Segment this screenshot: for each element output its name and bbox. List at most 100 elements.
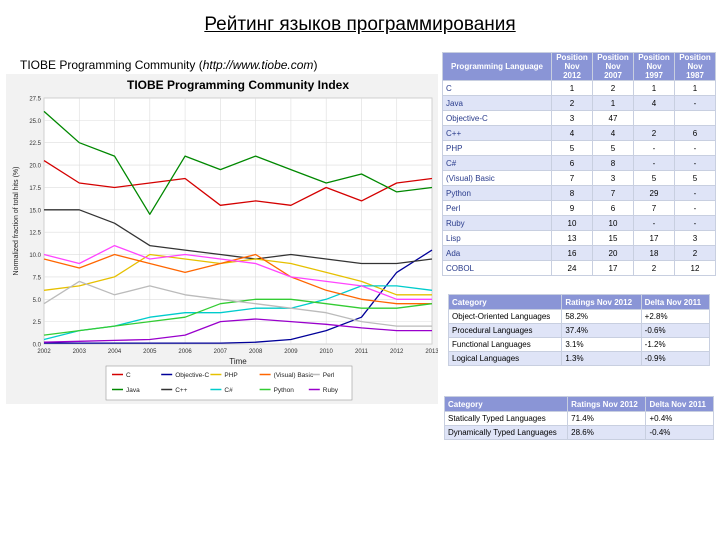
x-tick-label: 2007: [214, 349, 228, 355]
y-tick-label: 7.5: [33, 275, 42, 281]
rank-table: Programming Language Position Nov 2012 Pos…: [442, 52, 716, 276]
rank-table-cell: C++: [442, 125, 552, 141]
rank-table-cell: -: [674, 95, 716, 111]
typing-table-header-cell: Delta Nov 2011: [645, 396, 714, 412]
rank-table-cell: 5: [633, 170, 675, 186]
y-tick-label: 22.5: [29, 141, 41, 147]
category-table-row: Procedural Languages 37.4% -0.6%: [447, 323, 711, 338]
category-table-cell: 1.3%: [561, 351, 642, 366]
category-table-header-cell: Ratings Nov 2012: [561, 294, 642, 310]
rank-table-cell: 2: [633, 260, 675, 276]
legend-label: Objective-C: [175, 372, 209, 379]
typing-table-header-cell: Category: [443, 396, 569, 412]
rank-table-cell: 1: [551, 80, 593, 96]
rank-table-row: Ruby 10 10- -: [442, 215, 716, 231]
rank-table-cell: 17: [592, 260, 634, 276]
rank-table-header-cell: Position Nov 1997: [633, 52, 675, 81]
tiobe-line-chart: TIOBE Programming Community Index 0.0 2.5 5…: [6, 74, 438, 404]
x-tick-label: 2011: [355, 349, 369, 355]
category-table-cell: 58.2%: [561, 309, 642, 324]
category-table-cell: -0.6%: [640, 323, 711, 338]
rank-table-row: Ada 16 20 18 2: [442, 245, 716, 261]
rank-table-cell: 5: [592, 140, 634, 156]
rank-table-cell: 5: [674, 170, 716, 186]
category-table-row: Logical Languages 1.3% -0.9%: [447, 351, 711, 366]
typing-table-cell: +0.4%: [645, 411, 714, 426]
legend-box: [105, 365, 353, 401]
rank-table-cell: Perl: [442, 200, 552, 216]
category-table-header: Category Ratings Nov 2012 Delta Nov 2011: [447, 294, 711, 310]
rank-table-cell: Python: [442, 185, 552, 201]
rank-table-cell: -: [633, 140, 675, 156]
rank-table-cell: 29: [633, 185, 675, 201]
rank-table-row: Objective-C 3 47: [442, 110, 716, 126]
y-tick-label: 0.0: [33, 343, 42, 349]
y-tick-label: 27.5: [29, 97, 41, 103]
typing-table-cell: Dynamically Typed Languages: [443, 425, 569, 440]
rank-table-cell: Java: [442, 95, 552, 111]
subtitle-text: TIOBE Programming Community (: [20, 58, 203, 72]
rank-table-cell: 47: [592, 110, 634, 126]
rank-table-cell: 24: [551, 260, 593, 276]
y-axis-label: Normalized fraction of total hits (%): [13, 167, 20, 276]
rank-table-cell: 2: [551, 95, 593, 111]
category-table-header-cell: Delta Nov 2011: [640, 294, 711, 310]
category-table: Category Ratings Nov 2012 Delta Nov 2011 O…: [447, 294, 711, 366]
x-tick-label: 2013: [425, 349, 438, 355]
plot-area: [43, 97, 433, 345]
chart-title: TIOBE Programming Community Index: [127, 78, 349, 92]
rank-table-cell: 7: [551, 170, 593, 186]
rank-table-cell: 6: [592, 200, 634, 216]
series-line-c: [44, 209, 433, 265]
category-table-cell: Functional Languages: [447, 337, 563, 352]
rank-table-cell: 13: [551, 230, 593, 246]
category-table-cell: -1.2%: [640, 337, 711, 352]
rank-table-cell: Ruby: [442, 215, 552, 231]
typing-table-body: Statically Typed Languages 71.4% +0.4% Dyna…: [443, 411, 714, 440]
typing-table-cell: Statically Typed Languages: [443, 411, 569, 426]
series-line-visual-basic: [43, 253, 432, 305]
legend-label: C++: [175, 387, 187, 394]
typing-table-header: Category Ratings Nov 2012 Delta Nov 2011: [443, 396, 714, 412]
rank-table-header-cell: Programming Language: [442, 52, 552, 81]
x-axis-label: Time: [229, 357, 247, 366]
typing-table-row: Dynamically Typed Languages 28.6% -0.4%: [443, 425, 714, 440]
rank-table-header: Programming Language Position Nov 2012 Pos…: [442, 52, 716, 81]
rank-table-cell: Ada: [442, 245, 552, 261]
rank-table-cell: 3: [592, 170, 634, 186]
series-line-ruby: [43, 318, 432, 343]
rank-table-cell: 20: [592, 245, 634, 261]
rank-table-cell: (Visual) Basic: [442, 170, 552, 186]
rank-table-cell: 16: [551, 245, 593, 261]
y-tick-label: 12.5: [29, 231, 41, 237]
x-tick-label: 2005: [143, 349, 157, 355]
category-table-row: Functional Languages 3.1% -1.2%: [447, 337, 711, 352]
rank-table-row: COBOL 24 17 2 12: [442, 260, 716, 276]
rank-table-cell: 17: [633, 230, 675, 246]
category-table-cell: Object-Oriented Languages: [447, 309, 563, 324]
rank-table-cell: 8: [551, 185, 593, 201]
rank-table-header-cell: Position Nov 2007: [592, 52, 634, 81]
subtitle: TIOBE Programming Community (http://www.…: [20, 58, 317, 72]
rank-table-row: Python 8 7 29-: [442, 185, 716, 201]
rank-table-cell: 1: [674, 80, 716, 96]
series-line-c: [43, 160, 433, 206]
legend-label: Python: [274, 387, 295, 394]
rank-table-cell: 3: [674, 230, 716, 246]
x-tick-label: 2012: [390, 349, 404, 355]
legend-label: Java: [126, 387, 140, 394]
typing-table-cell: 28.6%: [567, 425, 647, 440]
rank-table-cell: 2: [592, 80, 634, 96]
x-tick-label: 2006: [178, 349, 192, 355]
rank-table-cell: 10: [551, 215, 593, 231]
legend-label: C: [126, 372, 131, 379]
typing-table-header-cell: Ratings Nov 2012: [567, 396, 647, 412]
rank-table-cell: Lisp: [442, 230, 552, 246]
rank-table-row: (Visual) Basic 7 3 5 5: [442, 170, 716, 186]
rank-table-row: C++ 4 4 2 6: [442, 125, 716, 141]
category-table-cell: 3.1%: [561, 337, 642, 352]
rank-table-cell: 1: [633, 80, 675, 96]
rank-table-header-cell: Position Nov 1987: [674, 52, 716, 81]
x-tick-label: 2004: [108, 349, 122, 355]
category-table-cell: -0.9%: [640, 351, 711, 366]
